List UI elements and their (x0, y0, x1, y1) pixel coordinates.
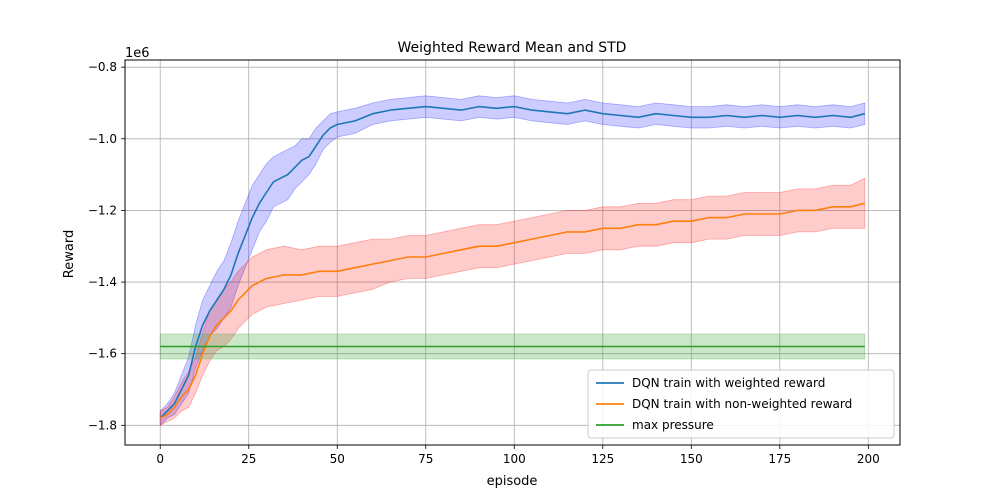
x-tick-label: 200 (857, 452, 880, 466)
legend: DQN train with weighted reward DQN train … (587, 369, 895, 439)
y-tick-label: −0.8 (88, 60, 117, 74)
x-tick-label: 50 (330, 452, 345, 466)
y-axis-label: Reward (62, 230, 77, 278)
y-axis-multiplier: 1e6 (125, 46, 150, 61)
y-tick-label: −1.2 (88, 203, 117, 217)
x-axis-ticks: 0 25 50 75 100 125 150 175 200 (156, 445, 880, 466)
x-tick-label: 75 (418, 452, 433, 466)
series-line-0 (159, 105, 865, 419)
y-tick-label: −1.4 (88, 275, 117, 289)
x-tick-label: 25 (241, 452, 256, 466)
x-tick-label: 0 (156, 452, 164, 466)
y-tick-label: −1.8 (88, 418, 117, 432)
chart-title: Weighted Reward Mean and STD (398, 40, 627, 56)
x-axis-label: episode (487, 474, 538, 489)
y-tick-label: −1.0 (88, 132, 117, 146)
std-band-0 (159, 95, 866, 427)
y-axis-ticks: −1.8 −1.6 −1.4 −1.2 −1.0 −0.8 (88, 60, 125, 432)
x-tick-label: 125 (591, 452, 614, 466)
legend-label: DQN train with non-weighted reward (632, 397, 852, 411)
legend-label: DQN train with weighted reward (632, 376, 825, 390)
x-tick-label: 175 (768, 452, 791, 466)
series-line-1 (159, 202, 865, 419)
legend-label: max pressure (632, 418, 714, 432)
std-band-1 (159, 177, 866, 426)
series-lines (159, 105, 865, 419)
x-tick-label: 150 (680, 452, 703, 466)
x-tick-label: 100 (503, 452, 526, 466)
plot-frame (124, 59, 901, 446)
legend-box (587, 369, 895, 439)
y-tick-label: −1.6 (88, 347, 117, 361)
